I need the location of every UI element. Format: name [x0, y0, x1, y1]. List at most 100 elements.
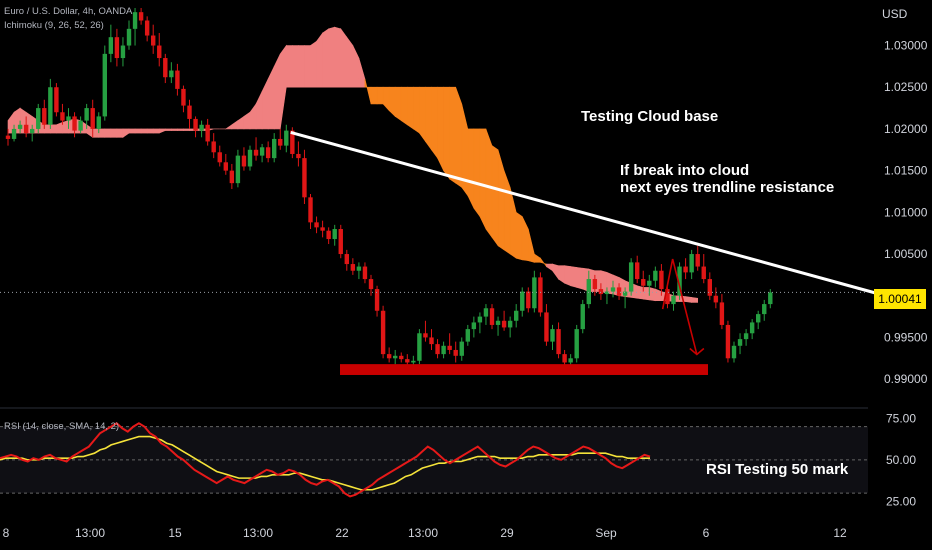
candle-body [731, 345, 737, 359]
candle-body [550, 329, 555, 342]
candle [350, 258, 356, 275]
candle [514, 304, 519, 328]
candle-body [707, 279, 712, 296]
candle-body [756, 314, 761, 323]
candle [574, 324, 579, 363]
cloud-segment [177, 128, 184, 131]
time-tick-label: 15 [168, 526, 182, 540]
cloud-segment [340, 27, 348, 88]
candle [707, 272, 712, 300]
candle-body [610, 287, 616, 292]
candle [11, 124, 17, 142]
candle [622, 287, 628, 309]
candle [701, 254, 706, 284]
candle [66, 108, 71, 129]
price-tick-label: 1.01500 [884, 164, 928, 178]
candle [719, 294, 725, 330]
cloud-segment [140, 128, 148, 134]
currency-label: USD [882, 7, 908, 21]
cloud-segment [515, 211, 523, 261]
cloud-segment [43, 124, 51, 134]
candle-body [628, 262, 634, 292]
candle-body [126, 28, 132, 46]
candle [48, 78, 53, 129]
candle-body [17, 124, 23, 129]
candle [459, 337, 464, 361]
candle [447, 333, 452, 355]
cloud-segment [437, 86, 444, 171]
candle [520, 287, 525, 317]
rsi-panel [0, 407, 868, 498]
candle-body [290, 130, 295, 154]
candle-body [417, 333, 422, 361]
candle-body [719, 302, 725, 325]
candle [417, 329, 422, 365]
candle-body [616, 287, 622, 296]
cloud-segment [443, 86, 450, 180]
candle [647, 274, 652, 296]
candle [332, 224, 337, 246]
cloud-segment [110, 128, 118, 138]
candle-body [272, 138, 277, 159]
projection-arrow [661, 258, 698, 355]
candle-body [665, 289, 670, 305]
trendline-resistance [290, 130, 886, 298]
candle-body [241, 155, 247, 167]
candle [586, 270, 591, 309]
candle [241, 147, 247, 171]
candle-body [320, 227, 325, 231]
candle-body [768, 292, 773, 305]
candle-body [653, 270, 658, 281]
cloud-segment [273, 53, 281, 130]
candle-body [641, 279, 646, 286]
candle [501, 310, 507, 331]
cloud-segment [298, 45, 305, 88]
candle [737, 333, 743, 355]
cloud-segment [62, 120, 69, 134]
candle-body [556, 329, 561, 355]
candle-body [695, 254, 700, 267]
candle [211, 133, 216, 159]
cloud-segment [346, 36, 354, 88]
candle-body [683, 266, 688, 273]
candle-body [199, 124, 204, 131]
candle-body [580, 304, 585, 330]
symbol-legend: Euro / U.S. Dollar, 4h, OANDA [4, 6, 133, 17]
candle-body [223, 162, 228, 171]
candle [102, 45, 107, 121]
candle [641, 270, 646, 292]
candle [689, 249, 694, 280]
candle [17, 120, 23, 134]
candle [399, 352, 404, 363]
rsi-tick-label: 75.00 [886, 411, 916, 425]
cloud-segment [183, 128, 190, 131]
rsi-tick-label: 50.00 [886, 453, 916, 467]
cloud-segment [425, 86, 432, 151]
candle [54, 83, 59, 117]
candle [308, 193, 313, 230]
cloud-segment [304, 45, 311, 88]
candle-body [284, 130, 289, 146]
candle-body [725, 324, 731, 359]
candle-body [66, 116, 71, 121]
candle [495, 316, 501, 336]
candle-body [604, 291, 610, 295]
cloud-segment [98, 128, 106, 138]
candle [247, 145, 253, 171]
candle-body [30, 128, 35, 134]
price-tick-label: 1.01000 [884, 205, 928, 219]
candle [616, 283, 622, 300]
candle [635, 255, 640, 284]
candle [677, 262, 682, 300]
candle-body [205, 124, 210, 142]
cloud-segment [431, 86, 438, 160]
candle-body [743, 333, 749, 340]
candle [695, 245, 700, 271]
candle [550, 324, 555, 350]
candle-body [175, 70, 180, 89]
candle [229, 163, 235, 189]
candle [5, 128, 11, 146]
cloud-segment [322, 28, 329, 88]
candle [302, 149, 307, 204]
candle [471, 316, 477, 338]
